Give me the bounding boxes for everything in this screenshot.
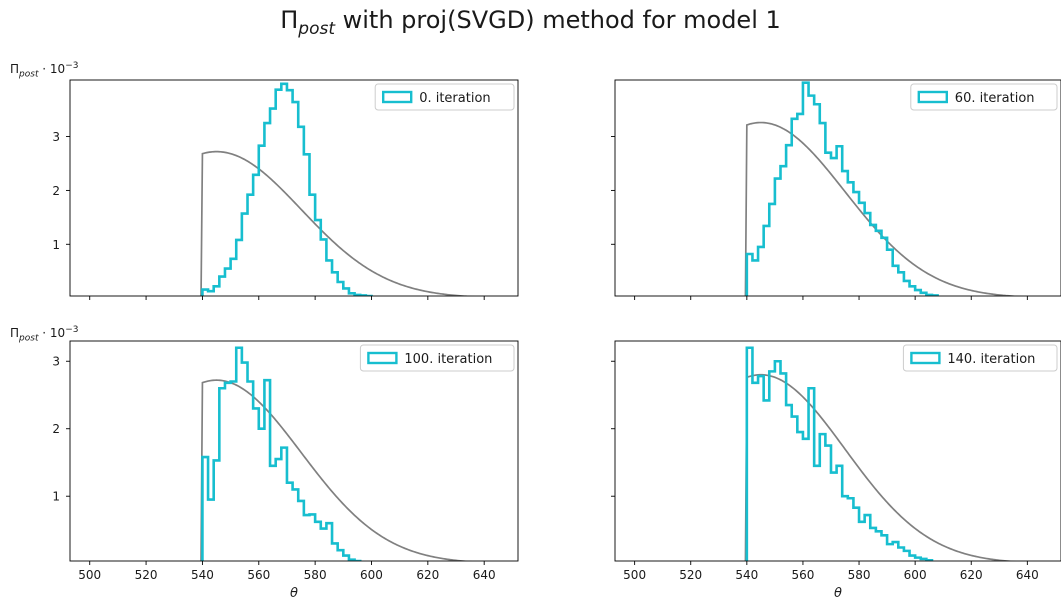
legend-swatch <box>917 90 948 104</box>
legend-swatch <box>367 351 398 365</box>
subplot-iteration-0: 1 2 3 0. iteration <box>52 79 519 300</box>
axes-frame <box>614 340 1061 562</box>
x-tick-label: 580 <box>304 568 327 582</box>
x-tick-label: 600 <box>904 568 927 582</box>
x-tick-label: 560 <box>791 568 814 582</box>
x-tick-label: 500 <box>623 568 646 582</box>
prior-density-line <box>200 150 477 296</box>
axes-frame <box>69 340 519 562</box>
legend-label: 140. iteration <box>947 352 1035 367</box>
y-tick-label: 1 <box>52 490 60 504</box>
y-tick-label: 2 <box>52 184 60 198</box>
x-tick-label: 560 <box>247 568 270 582</box>
x-axis-label: θ <box>290 586 298 601</box>
posterior-histogram <box>201 346 362 561</box>
x-tick-label: 620 <box>960 568 983 582</box>
legend-label: 60. iteration <box>955 91 1035 106</box>
legend: 140. iteration <box>902 344 1058 372</box>
legend: 60. iteration <box>910 83 1058 111</box>
x-tick-label: 540 <box>191 568 214 582</box>
posterior-histogram <box>745 81 939 296</box>
subplot-iteration-60: 60. iteration <box>611 79 1061 300</box>
figure-title: Πpost with proj(SVGD) method for model 1 <box>280 6 781 39</box>
legend-label: 100. iteration <box>404 352 492 367</box>
legend: 100. iteration <box>359 344 515 372</box>
prior-density-line <box>744 121 1025 296</box>
x-tick-label: 640 <box>473 568 496 582</box>
axes-frame <box>69 79 519 297</box>
y-axis-label-top: Πpost · 10−3 <box>10 61 79 80</box>
x-tick-label: 580 <box>848 568 871 582</box>
y-tick-label: 2 <box>52 422 60 436</box>
x-tick-label: 520 <box>679 568 702 582</box>
legend-label: 0. iteration <box>419 91 490 106</box>
x-tick-label: 520 <box>135 568 158 582</box>
subplot-iteration-100: 500 520 540 560 580 600 620 640 1 2 3 θ 100. iterati… <box>52 340 519 601</box>
x-axis-label: θ <box>834 586 842 601</box>
legend: 0. iteration <box>374 83 515 111</box>
y-tick-label: 3 <box>52 355 60 369</box>
legend-swatch <box>382 90 413 104</box>
prior-density-line <box>200 379 473 561</box>
y-tick-label: 3 <box>52 130 60 144</box>
legend-swatch <box>910 351 941 365</box>
x-tick-label: 620 <box>416 568 439 582</box>
y-tick-label: 1 <box>52 238 60 252</box>
posterior-histogram <box>201 82 373 296</box>
prior-density-line <box>744 373 1017 561</box>
x-tick-label: 500 <box>78 568 101 582</box>
axes-frame <box>614 79 1061 297</box>
x-tick-label: 540 <box>735 568 758 582</box>
y-axis-label-bottom: Πpost · 10−3 <box>10 325 79 344</box>
subplot-iteration-140: 500 520 540 560 580 600 620 640 θ 140. iteration <box>611 340 1061 601</box>
x-tick-label: 600 <box>360 568 383 582</box>
x-tick-label: 640 <box>1016 568 1039 582</box>
posterior-histogram <box>745 346 934 561</box>
